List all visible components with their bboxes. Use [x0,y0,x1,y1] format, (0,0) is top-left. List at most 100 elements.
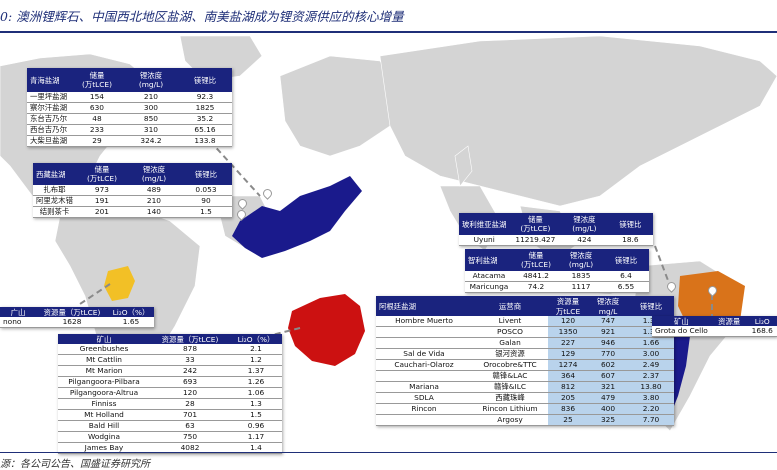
argentina-cell: 747 [588,316,628,327]
argentina-cell: 129 [548,348,588,360]
brazil-header-mine: 矿山 [652,316,711,326]
australia-table-card: 矿山 资源量（万tLCE) Li₂O（%） Greenbushes 878 2.1 M… [58,334,282,454]
argentina-cell: 3.80 [628,392,674,404]
australia-table-row: Pilgangoora-Pilbara 693 1.26 [58,376,282,388]
australia-cell: 693 [150,376,230,388]
australia-table-row: Finniss 28 1.3 [58,398,282,410]
australia-table: 矿山 资源量（万tLCE) Li₂O（%） Greenbushes 878 2.1 M… [58,334,282,454]
argentina-table-row: Cauchari-Olaroz Orocobre&TTC 1274 602 2.49 [376,359,674,371]
qinghai-cell: 210 [123,92,178,103]
qinghai-header-concentration: 锂浓度 (mg/L) [123,68,178,92]
brazil-header-resource: 资源量 [710,316,748,326]
argentina-cell: 921 [588,326,628,338]
argentina-cell: 325 [588,414,628,426]
australia-cell: 1.06 [230,387,282,399]
argentina-cell: Cauchari-Olaroz [376,359,472,371]
argentina-header-concentration: 锂浓度 [588,296,628,306]
australia-table-row: Mt Marion 242 1.37 [58,365,282,377]
tibet-cell: 结则茶卡 [33,206,76,218]
argentina-table-row: SDLA 西藏珠峰 205 479 3.80 [376,392,674,404]
africa-header-li2o: Li₂O（%） [108,307,154,317]
argentina-table-row: Hombre Muerto Livent 120 747 1.34 [376,316,674,327]
australia-cell: 701 [150,409,230,421]
africa-table-row: nono 1628 1.65 [0,317,154,328]
tibet-header-reserve: 储量 (万tLCE) [75,163,128,185]
australia-cell: Wodgina [58,431,150,443]
australia-cell: 33 [150,354,230,366]
tibet-cell: 阿里龙木错 [33,195,76,207]
brazil-table: 矿山 资源量 Li₂O Grota do Cello 168.6 [652,316,777,337]
argentina-header-mg-li: 镁锂比 [628,296,674,316]
argentina-cell: 赣锋&LAC [472,370,548,382]
australia-header-resource: 资源量（万tLCE) [150,334,230,344]
australia-region [288,294,365,366]
argentina-header-name: 阿根廷盐湖 [376,296,472,316]
tibet-header-concentration: 锂浓度 (mg/L) [127,163,180,185]
argentina-header-operator: 运营商 [472,296,548,316]
qinghai-table-card: 青海盐湖 储量 (万tLCE) 锂浓度 (mg/L) 镁锂比 一里坪盐湖 154 2… [27,68,232,147]
bolivia-cell: 18.6 [607,235,654,246]
africa-cell: 1.65 [108,317,154,328]
africa-header-mine: 广山 [0,307,36,317]
qinghai-table-row: 大柴旦盐湖 29 324.2 133.8 [27,135,232,147]
australia-cell: Mt Cattlin [58,354,150,366]
argentina-cell: 1.39 [628,326,674,338]
tibet-cell: 0.053 [179,185,232,196]
australia-cell: 0.96 [230,420,282,432]
tibet-table: 西藏盐湖 储量 (万tLCE) 锂浓度 (mg/L) 镁锂比 扎布耶 973 489… [33,163,232,218]
africa-table: 广山 资源量（万tLCE) Li₂O（%） nono 1628 1.65 [0,307,154,328]
australia-cell: Mt Marion [58,365,150,377]
argentina-cell: Sal de Vida [376,348,472,360]
australia-cell: Pilgangoora-Pilbara [58,376,150,388]
argentina-cell: 2.20 [628,403,674,415]
argentina-cell: 946 [588,337,628,349]
argentina-table-row: 赣锋&LAC 364 607 2.37 [376,370,674,382]
australia-cell: 1.26 [230,376,282,388]
australia-cell: 1.3 [230,398,282,410]
argentina-cell: SDLA [376,392,472,404]
argentina-cell: 银河资源 [472,348,548,360]
argentina-table-row: Argosy 25 325 7.70 [376,414,674,426]
tibet-cell: 191 [75,195,128,207]
argentina-cell [376,326,472,338]
bolivia-header-name: 玻利维亚盐湖 [459,213,510,235]
argentina-cell: 13.80 [628,381,674,393]
argentina-cell: Rincon Lithium [472,403,548,415]
argentina-cell: Galan [472,337,548,349]
australia-cell: 4082 [150,442,230,454]
australia-cell: 242 [150,365,230,377]
chile-header-mg-li: 镁锂比 [603,249,649,271]
tibet-table-card: 西藏盐湖 储量 (万tLCE) 锂浓度 (mg/L) 镁锂比 扎布耶 973 489… [33,163,232,218]
qinghai-cell: 48 [69,113,124,125]
argentina-table-row: Mariana 赣锋&ILC 812 321 13.80 [376,381,674,393]
australia-cell: Mt Holland [58,409,150,421]
qinghai-cell: 1825 [177,102,232,114]
argentina-cell: Orocobre&TTC [472,359,548,371]
chile-header-name: 智利盐湖 [465,249,513,271]
argentina-cell: POSCO [472,326,548,338]
africa-cell: nono [0,317,36,328]
chile-cell: 1117 [559,281,603,293]
argentina-cell [376,337,472,349]
argentina-cell: 607 [588,370,628,382]
bolivia-table-row: Uyuni 11219.427 424 18.6 [459,235,654,246]
argentina-cell: 602 [588,359,628,371]
page-title: 0: 澳洲锂辉石、中国西北地区盐湖、南美盐湖成为锂资源供应的核心增量 [0,9,404,24]
africa-table-card: 广山 资源量（万tLCE) Li₂O（%） nono 1628 1.65 [0,307,154,328]
bolivia-cell: 424 [561,235,608,246]
argentina-cell: 479 [588,392,628,404]
qinghai-header-reserve: 储量 (万tLCE) [69,68,124,92]
tibet-cell: 90 [179,195,232,207]
argentina-cell: 364 [548,370,588,382]
australia-table-row: Mt Holland 701 1.5 [58,409,282,421]
tibet-header-mg-li: 镁锂比 [179,163,232,185]
argentina-cell: 400 [588,403,628,415]
australia-cell: 2.1 [230,344,282,355]
australia-cell: Pilgangoora-Altrua [58,387,150,399]
argentina-cell: 227 [548,337,588,349]
argentina-cell [376,370,472,382]
tibet-cell: 489 [127,185,180,196]
argentina-cell: 836 [548,403,588,415]
argentina-table-row: Galan 227 946 1.66 [376,337,674,349]
argentina-table: 阿根廷盐湖 运营商 资源量 锂浓度 镁锂比 万tLCE mg/L Hombre … [376,296,674,426]
